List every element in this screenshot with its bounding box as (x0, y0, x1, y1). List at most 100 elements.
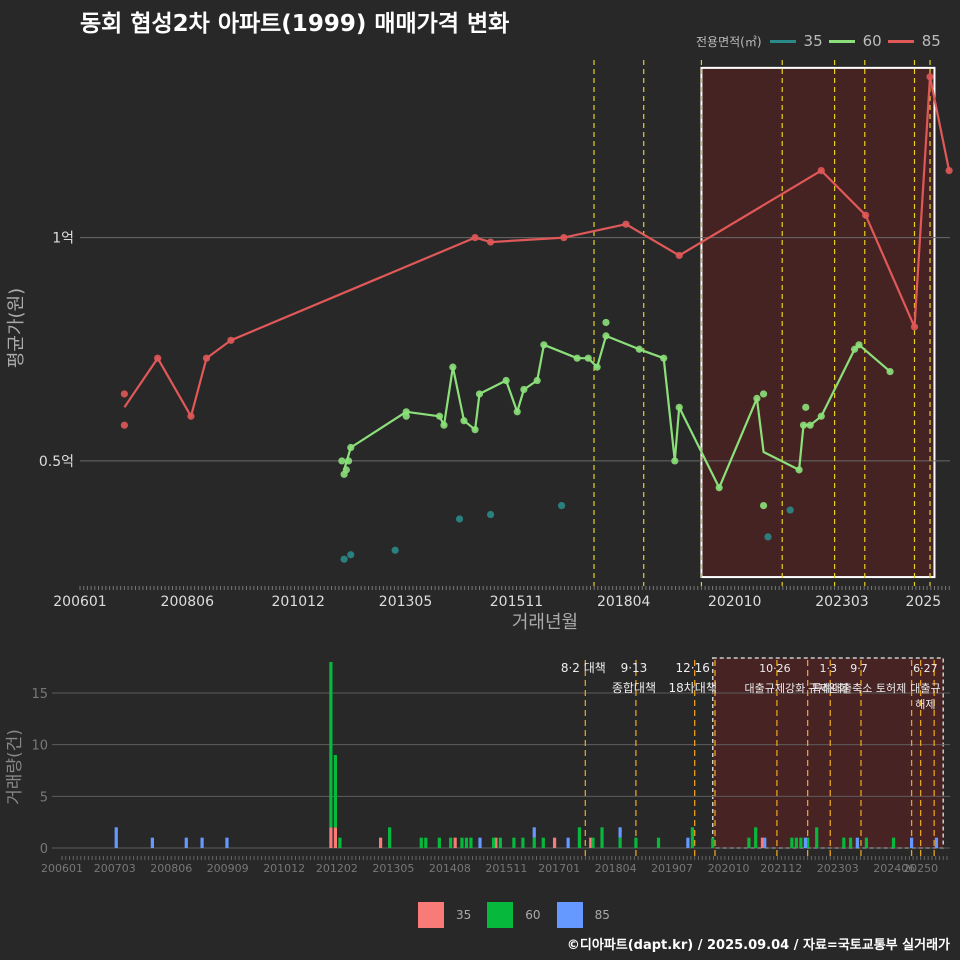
policy-annotation-note: 해제 (915, 697, 935, 711)
policy-annotation-note: 종합대책 (612, 680, 656, 695)
x-tick-label: 2025 (906, 594, 942, 610)
volume-chart: 0 5 10 15 8·2 대책 9·13 종합대책 12·16 18차대책 10·26 대출규제강… (5, 657, 950, 875)
data-point-60 (440, 421, 448, 429)
data-point-60 (671, 457, 679, 465)
volume-bar-85 (909, 837, 914, 848)
chart-title: 동회 협성2차 아파트(1999) 매매가격 변화 (80, 11, 510, 37)
volume-bar-85 (200, 837, 204, 848)
legend-line-35 (769, 39, 796, 43)
volume-bar-85 (855, 837, 859, 848)
policy-annotation-date: 6·27 (913, 662, 938, 675)
volume-bar-60 (806, 837, 810, 848)
volume-legend-item-60[interactable]: 60 (487, 902, 541, 928)
x-tick-label: 201012 (272, 594, 325, 610)
volume-x-tick-label: 202112 (760, 862, 802, 875)
volume-bar-60 (491, 837, 496, 848)
volume-bar-60 (469, 837, 473, 848)
volume-legend-swatch-85 (556, 902, 583, 928)
volume-bar-85 (686, 837, 690, 848)
volume-bar-60 (591, 837, 595, 848)
volume-bar-85 (618, 827, 622, 838)
series-line-60 (343, 334, 891, 489)
data-point-60 (886, 368, 894, 376)
data-point-85 (471, 234, 479, 242)
policy-annotation-date: 12·16 (675, 661, 709, 675)
data-point-60 (502, 376, 510, 385)
volume-x-tick-label: 202010 (708, 862, 750, 875)
legend-label-85: 85 (921, 32, 941, 50)
volume-bar-60 (532, 837, 536, 848)
volume-legend-item-35[interactable]: 35 (418, 902, 471, 928)
data-point-60 (593, 363, 601, 371)
volume-legend: 35 60 85 (418, 902, 626, 928)
legend-label-60: 60 (862, 32, 882, 50)
data-point-60 (342, 466, 350, 474)
volume-bar-60 (329, 662, 333, 828)
data-point-60 (344, 457, 353, 465)
data-point-60 (802, 403, 810, 411)
volume-bar-60 (464, 837, 469, 848)
highlight-region (700, 66, 936, 579)
policy-annotation-note: 대출규제강화 (745, 682, 806, 695)
volume-bar-60 (419, 837, 423, 848)
policy-annotation-note: 특례대출축소 토허제 (812, 682, 907, 695)
data-point-60 (602, 318, 610, 327)
volume-bar-60 (618, 837, 622, 848)
data-point-85 (675, 251, 683, 260)
volume-bar-60 (437, 837, 441, 848)
data-point-85 (486, 238, 495, 246)
volume-bar-35 (329, 827, 333, 848)
x-tick-label: 201511 (490, 594, 543, 610)
data-point-35 (486, 510, 495, 519)
volume-x-tick-label: 201804 (595, 862, 637, 875)
data-point-35 (391, 546, 399, 554)
legend-item-85[interactable]: 85 (887, 32, 941, 50)
volume-bar-85 (803, 837, 807, 848)
data-point-60 (759, 390, 768, 398)
legend-line-60 (828, 39, 855, 43)
legend-item-35[interactable]: 35 (769, 32, 823, 50)
volume-y-tick-label: 0 (40, 842, 48, 857)
volume-highlight-region (711, 657, 944, 849)
data-point-60 (460, 417, 468, 425)
volume-bar-60 (498, 837, 502, 848)
volume-x-tick-label: 20250 (903, 862, 938, 875)
volume-bar-85 (763, 837, 767, 848)
data-point-60 (338, 457, 346, 465)
policy-annotation-date: 9·13 (621, 661, 648, 675)
data-point-60 (855, 341, 863, 349)
volume-bar-35 (589, 837, 593, 848)
volume-bar-35 (378, 837, 383, 848)
volume-bar-60 (799, 837, 803, 848)
x-tick-label: 202010 (708, 594, 761, 610)
volume-x-tick-label: 201202 (316, 862, 358, 875)
data-point-60 (715, 484, 723, 492)
volume-y-tick-label: 5 (40, 790, 48, 805)
volume-legend-label-85: 85 (594, 908, 610, 922)
volume-legend-label-35: 35 (456, 908, 472, 922)
volume-x-tick-label: 201701 (538, 862, 580, 875)
x-tick-label: 201804 (597, 594, 651, 610)
data-point-60 (513, 408, 521, 416)
data-point-85 (560, 234, 568, 242)
data-point-35 (455, 515, 464, 523)
data-point-35 (347, 551, 355, 559)
policy-annotation-date: 1·3 (819, 662, 837, 675)
y-tick-label: 1억 (52, 231, 74, 247)
volume-legend-item-85[interactable]: 85 (556, 902, 610, 928)
data-point-60 (660, 354, 668, 362)
source-footer: ©디아파트(dapt.kr) / 2025.09.04 / 자료=국토교통부 실… (566, 938, 950, 953)
y-tick-label: 0.5억 (39, 454, 74, 470)
volume-bar-60 (449, 837, 453, 848)
volume-legend-swatch-60 (487, 902, 514, 928)
volume-legend-swatch-35 (418, 902, 444, 928)
price-chart: 0.5억 1억 200601 200806 201012 201305 201511 2018… (6, 60, 953, 633)
volume-bar-35 (494, 837, 498, 848)
legend-item-60[interactable]: 60 (828, 32, 882, 50)
policy-annotation-note: 규제완화 (808, 682, 848, 695)
volume-y-axis-title: 거래량(건) (5, 729, 25, 805)
area-legend: 전용면적(㎡) 35 60 85 (696, 32, 947, 50)
data-point-85 (120, 390, 128, 398)
volume-bar-85 (114, 827, 118, 848)
volume-bar-60 (338, 837, 342, 848)
